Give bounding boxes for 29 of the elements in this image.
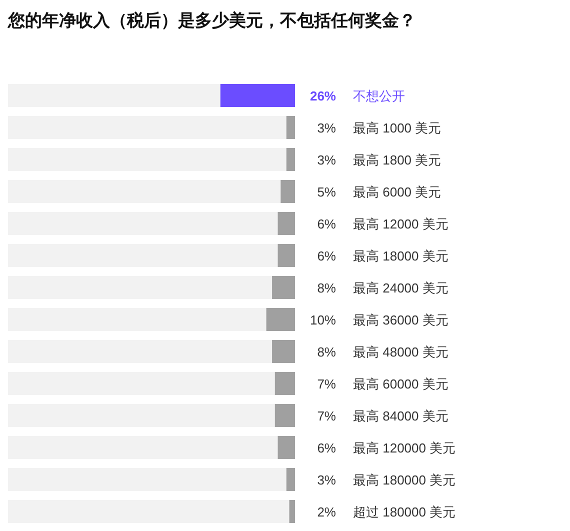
data-label: 7% <box>317 408 336 424</box>
y-tick-label: 最高 18000 美元 <box>353 248 448 264</box>
y-tick-label: 最高 6000 美元 <box>353 184 442 200</box>
data-label: 6% <box>317 248 336 264</box>
data-label: 10% <box>310 312 336 328</box>
y-tick-label: 最高 180000 美元 <box>353 472 456 488</box>
y-tick-label: 最高 24000 美元 <box>353 280 448 296</box>
data-label: 5% <box>317 184 336 200</box>
data-label: 3% <box>317 120 336 136</box>
data-label: 2% <box>317 504 336 520</box>
data-label: 6% <box>317 216 336 232</box>
data-label: 3% <box>317 472 336 488</box>
data-label: 26% <box>310 88 336 104</box>
y-tick-label: 超过 180000 美元 <box>353 504 456 520</box>
y-tick-label: 最高 1800 美元 <box>353 152 442 168</box>
data-label: 8% <box>317 280 336 296</box>
data-label: 8% <box>317 344 336 360</box>
y-tick-label: 最高 120000 美元 <box>353 440 456 456</box>
y-tick-label: 最高 12000 美元 <box>353 216 448 232</box>
data-label: 7% <box>317 376 336 392</box>
y-tick-label: 最高 48000 美元 <box>353 344 448 360</box>
y-tick-label: 最高 36000 美元 <box>353 312 448 328</box>
data-label: 3% <box>317 152 336 168</box>
title: 您的年净收入（税后）是多少美元，不包括任何奖金？ <box>8 11 416 30</box>
data-label: 6% <box>317 440 336 456</box>
y-tick-label: 最高 1000 美元 <box>353 120 442 136</box>
y-tick-label: 最高 60000 美元 <box>353 376 448 392</box>
y-tick-label: 不想公开 <box>353 88 405 104</box>
y-tick-label: 最高 84000 美元 <box>353 408 448 424</box>
